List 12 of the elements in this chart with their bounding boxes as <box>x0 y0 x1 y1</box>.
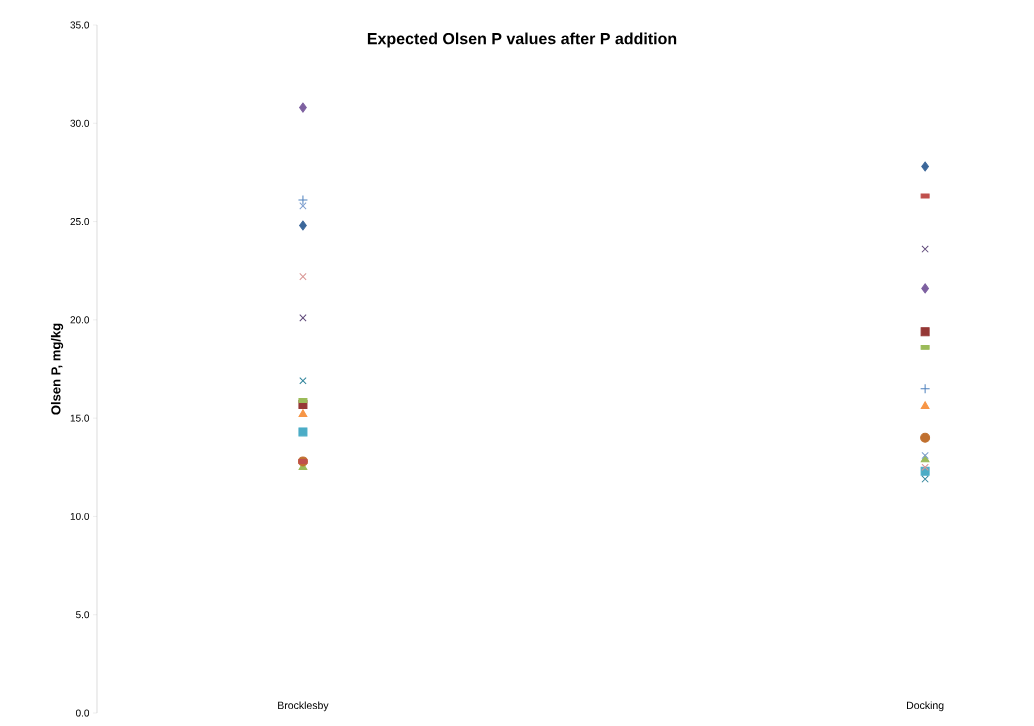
y-tick-label: 0.0 <box>75 709 90 717</box>
chart-title: Expected Olsen P values after P addition <box>367 32 677 48</box>
y-tick-label: 10.0 <box>70 512 90 520</box>
x-tick-label: Brocklesby <box>278 701 329 712</box>
y-axis-title: Olsen P, mg/kg <box>50 323 64 415</box>
y-tick-label: 15.0 <box>70 414 90 422</box>
x-tick-label: Docking <box>907 701 944 712</box>
y-tick-label: 5.0 <box>75 611 90 619</box>
y-tick-label: 30.0 <box>70 119 90 127</box>
y-tick-label: 35.0 <box>70 21 90 29</box>
y-tick-label: 20.0 <box>70 316 90 324</box>
y-tick-label: 25.0 <box>70 218 90 226</box>
